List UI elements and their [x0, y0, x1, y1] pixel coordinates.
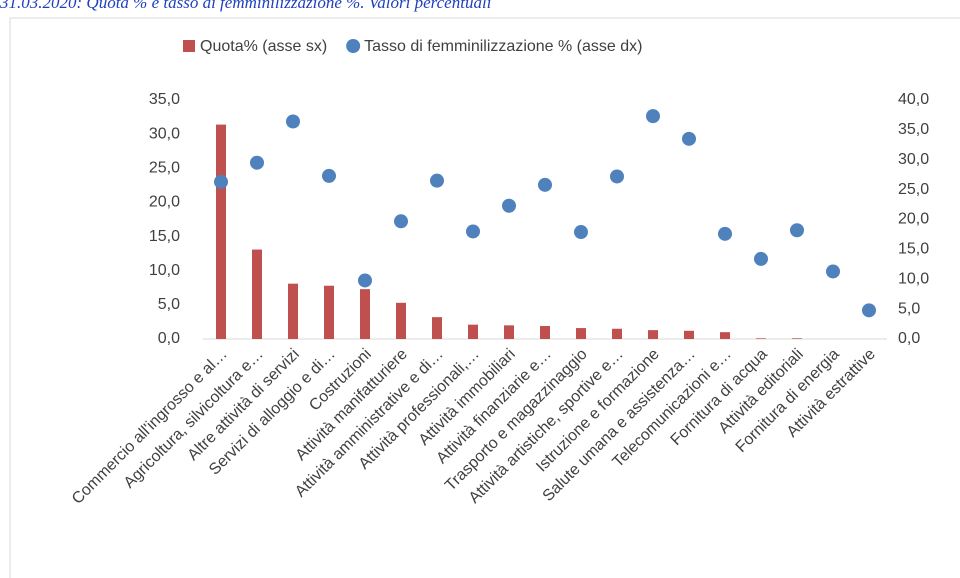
y2-tick-label: 10,0 [898, 270, 929, 287]
bar [324, 285, 334, 339]
dot [646, 109, 660, 124]
bar [576, 328, 586, 339]
bar [468, 324, 478, 339]
y-tick-label: 0,0 [158, 330, 180, 347]
legend-swatch [346, 39, 361, 53]
bar [540, 326, 550, 339]
y-tick-label: 20,0 [149, 194, 180, 211]
dot [502, 198, 516, 213]
bar [504, 325, 514, 339]
dot [682, 131, 696, 146]
dot [430, 173, 444, 188]
dot [754, 251, 768, 266]
bar [360, 289, 370, 339]
y2-tick-label: 5,0 [898, 300, 920, 317]
dot [466, 224, 480, 239]
dot [790, 223, 804, 238]
y2-tick-label: 15,0 [898, 241, 929, 258]
y2-tick-label: 25,0 [898, 181, 929, 198]
dot [322, 168, 336, 183]
bar [720, 332, 730, 339]
dot [286, 114, 300, 129]
bar [252, 249, 262, 339]
dot [574, 225, 588, 240]
y-tick-label: 30,0 [149, 125, 180, 142]
dot [214, 174, 228, 189]
dot [250, 155, 264, 170]
bar [216, 124, 226, 339]
y2-tick-label: 20,0 [898, 211, 929, 228]
dot [826, 264, 840, 279]
y2-tick-label: 0,0 [898, 330, 920, 347]
y-tick-label: 5,0 [158, 296, 180, 313]
bar [396, 302, 406, 339]
chart-frame [9, 17, 960, 578]
legend-label: Tasso di femminilizzazione % (asse dx) [364, 38, 642, 55]
dot [538, 177, 552, 192]
bar [612, 328, 622, 339]
legend-label: Quota% (asse sx) [200, 38, 327, 55]
bar [792, 338, 802, 339]
bar [432, 317, 442, 339]
bar [288, 283, 298, 339]
bar [756, 338, 766, 339]
y2-tick-label: 30,0 [898, 151, 929, 168]
y-tick-label: 10,0 [149, 262, 180, 279]
y2-tick-label: 40,0 [898, 91, 929, 108]
legend-swatch [183, 40, 195, 52]
dot [610, 169, 624, 184]
y-tick-label: 15,0 [149, 228, 180, 245]
dot [862, 303, 876, 318]
y-tick-label: 35,0 [149, 91, 180, 108]
y-tick-label: 25,0 [149, 160, 180, 177]
bar [684, 330, 694, 339]
chart-title: 31.03.2020: Quota % e tasso di femminili… [0, 0, 492, 12]
y2-tick-label: 35,0 [898, 121, 929, 138]
dot [358, 273, 372, 288]
dot [394, 214, 408, 229]
bar [648, 330, 658, 339]
dot [718, 226, 732, 241]
